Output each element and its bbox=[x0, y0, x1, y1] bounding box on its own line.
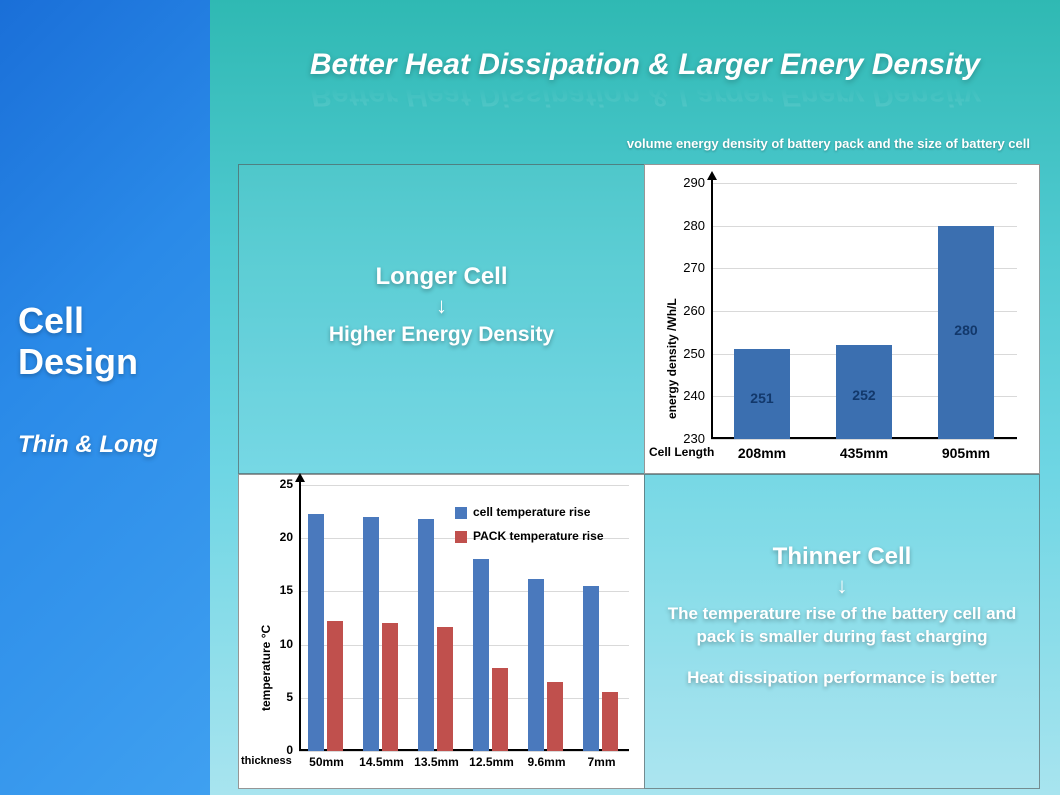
y-axis bbox=[299, 479, 301, 751]
energy-chart-caption: volume energy density of battery pack an… bbox=[627, 136, 1030, 151]
gridline bbox=[711, 439, 1017, 440]
x-tick-label: 7mm bbox=[574, 755, 629, 769]
energy-bar: 280 bbox=[938, 226, 994, 439]
gridline bbox=[299, 591, 629, 592]
main-panel: Better Heat Dissipation & Larger Enery D… bbox=[210, 0, 1060, 795]
y-tick-label: 25 bbox=[280, 477, 293, 491]
bar-value-label: 251 bbox=[734, 390, 790, 406]
x-tick-label: 12.5mm bbox=[464, 755, 519, 769]
y-tick-label: 250 bbox=[683, 346, 705, 361]
legend-item: cell temperature rise bbox=[455, 505, 590, 519]
thinner-cell-body1: The temperature rise of the battery cell… bbox=[663, 603, 1021, 649]
temp-bar bbox=[327, 621, 344, 751]
y-tick-label: 270 bbox=[683, 260, 705, 275]
temp-bar bbox=[308, 514, 325, 751]
y-tick-label: 240 bbox=[683, 388, 705, 403]
energy-density-chart: 230 240 250 260 270 280 290 251 252 280 208mm435mm… bbox=[644, 164, 1040, 474]
sidebar-title: Cell Design bbox=[18, 300, 192, 383]
legend-item: PACK temperature rise bbox=[455, 529, 604, 543]
y-tick-label: 10 bbox=[280, 637, 293, 651]
y-tick-label: 5 bbox=[286, 690, 293, 704]
bar-value-label: 252 bbox=[836, 387, 892, 403]
temp-bar bbox=[437, 627, 454, 751]
temp-bar bbox=[492, 668, 509, 751]
x-tick-label: 50mm bbox=[299, 755, 354, 769]
x-axis-label: Cell Length bbox=[649, 445, 714, 459]
y-axis bbox=[711, 177, 713, 439]
headline: Better Heat Dissipation & Larger Enery D… bbox=[260, 48, 1030, 112]
x-tick-label: 9.6mm bbox=[519, 755, 574, 769]
headline-reflection: Better Heat Dissipation & Larger Enery D… bbox=[260, 78, 1030, 112]
longer-cell-callout: Longer Cell ↓ Higher Energy Density bbox=[239, 165, 644, 347]
axis-arrow-icon bbox=[707, 171, 717, 180]
gridline bbox=[299, 485, 629, 486]
y-tick-label: 15 bbox=[280, 583, 293, 597]
panel-thinner-cell: Thinner Cell ↓ The temperature rise of t… bbox=[644, 474, 1040, 789]
energy-bar: 251 bbox=[734, 349, 790, 439]
temperature-chart: 0510152025 50mm14.5mm13.5mm12.5mm9.6mm7mm… bbox=[238, 474, 644, 789]
sidebar-title-line1: Cell bbox=[18, 300, 84, 341]
x-tick-label: 13.5mm bbox=[409, 755, 464, 769]
down-arrow-icon: ↓ bbox=[663, 575, 1021, 597]
thinner-cell-body2: Heat dissipation performance is better bbox=[663, 667, 1021, 690]
longer-cell-title: Longer Cell bbox=[239, 263, 644, 291]
legend-swatch-icon bbox=[455, 507, 467, 519]
temp-bar bbox=[547, 682, 564, 751]
gridline bbox=[711, 183, 1017, 184]
legend-swatch-icon bbox=[455, 531, 467, 543]
gridline bbox=[299, 751, 629, 752]
gridline bbox=[299, 698, 629, 699]
y-tick-label: 20 bbox=[280, 530, 293, 544]
thinner-cell-title: Thinner Cell bbox=[663, 543, 1021, 571]
slide: Cell Design Thin & Long Better Heat Diss… bbox=[0, 0, 1060, 795]
headline-text: Better Heat Dissipation & Larger Enery D… bbox=[260, 48, 1030, 82]
bar-value-label: 280 bbox=[938, 322, 994, 338]
legend-label: PACK temperature rise bbox=[473, 529, 604, 543]
energy-chart-plot: 230240250260270280290251252280 bbox=[711, 183, 1017, 439]
temp-bar bbox=[473, 559, 490, 751]
temp-bar bbox=[528, 579, 545, 751]
legend-label: cell temperature rise bbox=[473, 505, 590, 519]
down-arrow-icon: ↓ bbox=[239, 295, 644, 317]
x-tick-label: 435mm bbox=[813, 445, 915, 461]
temp-bar bbox=[382, 623, 399, 751]
temp-bar bbox=[363, 517, 380, 751]
x-tick-label: 208mm bbox=[711, 445, 813, 461]
y-axis-label: energy density /Wh/L bbox=[665, 298, 679, 419]
y-tick-label: 230 bbox=[683, 431, 705, 446]
sidebar: Cell Design Thin & Long bbox=[0, 0, 210, 795]
longer-cell-sub: Higher Energy Density bbox=[239, 323, 644, 347]
thinner-cell-callout: Thinner Cell ↓ The temperature rise of t… bbox=[645, 475, 1039, 690]
y-axis-label: temperature °C bbox=[259, 625, 273, 711]
x-tick-label: 14.5mm bbox=[354, 755, 409, 769]
temp-bar bbox=[583, 586, 600, 751]
gridline bbox=[299, 645, 629, 646]
sidebar-subtitle: Thin & Long bbox=[18, 431, 192, 459]
panel-longer-cell: Longer Cell ↓ Higher Energy Density bbox=[238, 164, 644, 474]
axis-arrow-icon bbox=[295, 473, 305, 482]
y-tick-label: 290 bbox=[683, 175, 705, 190]
sidebar-title-line2: Design bbox=[18, 341, 138, 382]
x-axis-label: thickness bbox=[241, 755, 292, 767]
temp-bar bbox=[602, 692, 619, 751]
temp-chart-plot: 0510152025 bbox=[299, 485, 629, 751]
y-tick-label: 280 bbox=[683, 218, 705, 233]
temp-bar bbox=[418, 519, 435, 751]
x-axis bbox=[299, 749, 629, 751]
x-tick-label: 905mm bbox=[915, 445, 1017, 461]
energy-bar: 252 bbox=[836, 345, 892, 439]
y-tick-label: 260 bbox=[683, 303, 705, 318]
